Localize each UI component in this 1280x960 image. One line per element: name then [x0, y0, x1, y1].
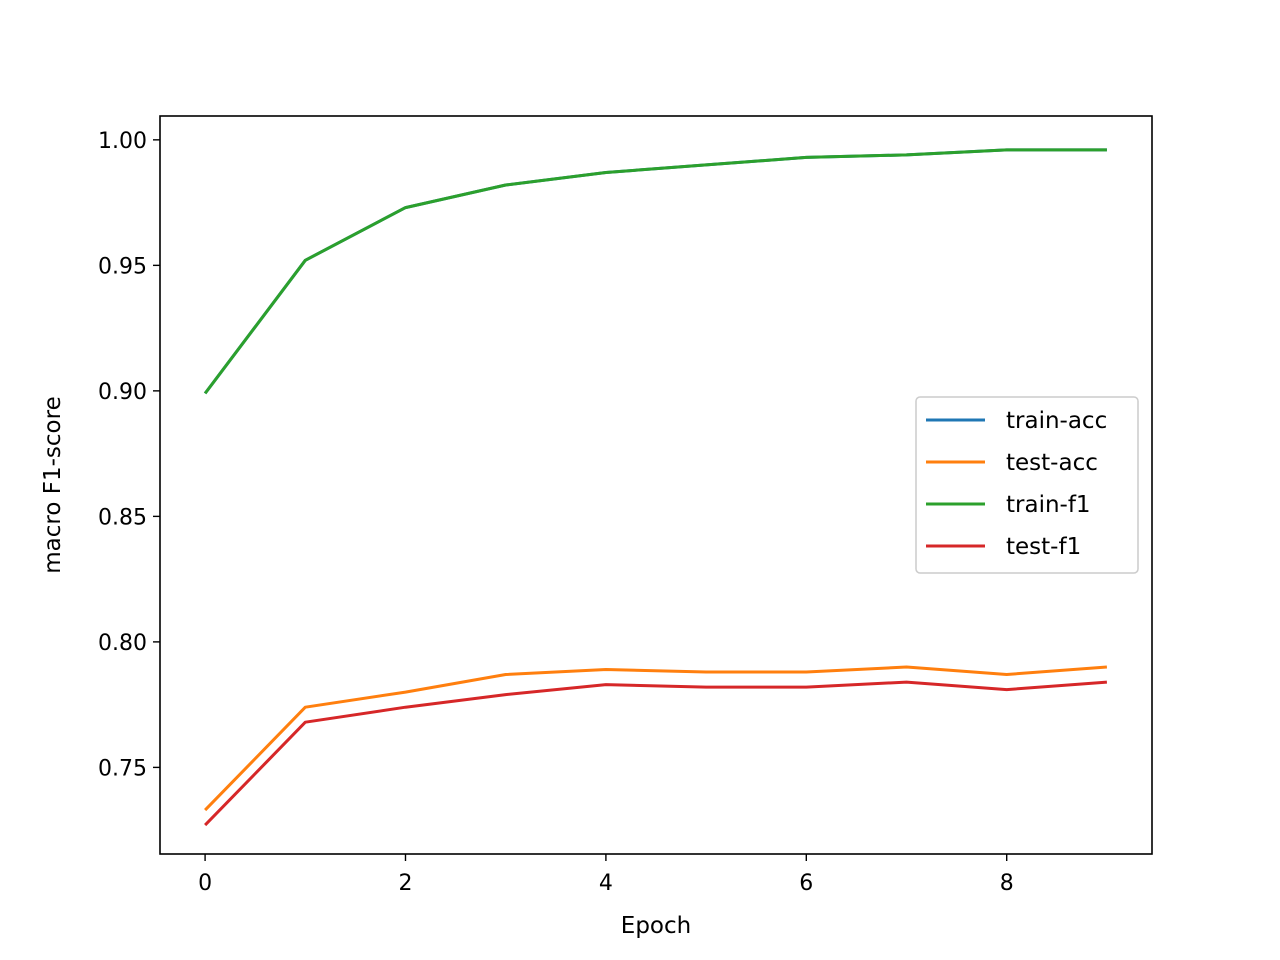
legend-label-test-f1: test-f1: [1006, 534, 1081, 560]
y-tick-label: 0.80: [98, 631, 147, 656]
legend: train-acc test-acc train-f1 test-f1: [915, 396, 1139, 574]
y-tick-label: 0.90: [98, 380, 147, 405]
y-tick-label: 0.75: [98, 756, 147, 781]
legend-label-train-f1: train-f1: [1006, 492, 1091, 518]
y-tick-label: 0.95: [98, 254, 147, 279]
series-line-test-acc: [204, 665, 1108, 812]
legend-label-train-acc: train-acc: [1006, 408, 1107, 434]
ticks-layer: 0 2 4 6 8 0.75 0.80 0.85 0.90 0.95 1.00: [98, 129, 1014, 896]
y-tick-label: 0.85: [98, 505, 147, 530]
series-layer: [203, 148, 1108, 827]
x-tick-label: 6: [799, 871, 813, 896]
x-tick-label: 2: [398, 871, 412, 896]
x-tick-label: 4: [599, 871, 613, 896]
series-line-train-acc: [203, 148, 1107, 395]
x-axis-label: Epoch: [621, 913, 691, 939]
x-tick-label: 8: [1000, 871, 1014, 896]
legend-box: [915, 396, 1139, 574]
y-tick-label: 1.00: [98, 129, 147, 154]
y-axis-label: macro F1-score: [40, 396, 66, 573]
series-line-test-f1: [204, 680, 1108, 827]
plot-frame: [159, 115, 1153, 855]
legend-label-test-acc: test-acc: [1006, 450, 1098, 476]
series-line-train-f1: [203, 148, 1107, 395]
x-tick-label: 0: [198, 871, 212, 896]
